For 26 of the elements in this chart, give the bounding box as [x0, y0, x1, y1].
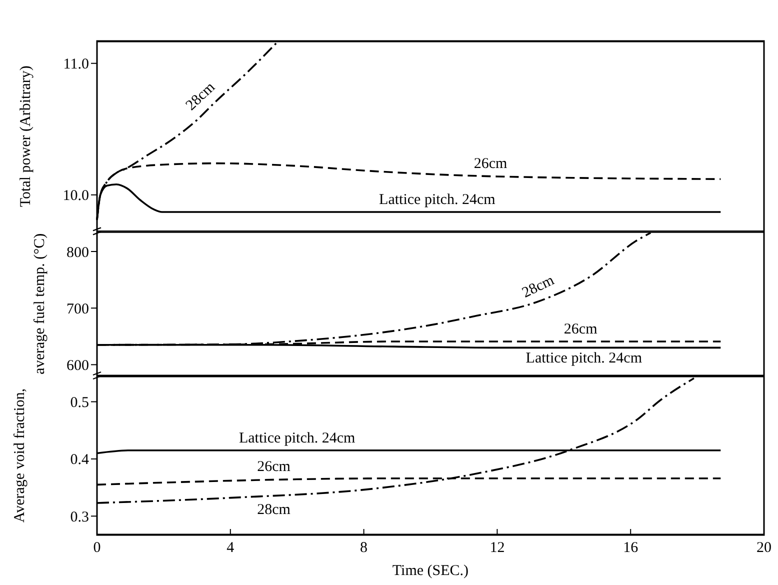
- series-label: Lattice pitch. 24cm: [526, 350, 642, 367]
- y-tick-label: 10.0: [62, 188, 89, 204]
- y-tick-label: 0.4: [70, 452, 90, 468]
- y-tick-label: 11.0: [63, 56, 89, 73]
- series-label: Lattice pitch. 24cm: [238, 430, 356, 446]
- y-axis-title: average fuel temp. (°C): [32, 233, 48, 374]
- x-tick-label: 8: [360, 540, 368, 556]
- x-axis-title: Time (SEC.): [392, 563, 469, 579]
- series-label: 28cm: [257, 502, 291, 518]
- y-tick-label: 700: [66, 301, 89, 318]
- y-axis-title: Average void fraction,: [12, 388, 28, 523]
- x-tick-label: 16: [623, 540, 639, 556]
- y-tick-label: 800: [66, 244, 89, 261]
- series-label: 26cm: [474, 156, 508, 172]
- x-tick-label: 0: [93, 540, 101, 556]
- series-label: Lattice pitch. 24cm: [379, 192, 496, 208]
- x-tick-label: 4: [226, 540, 235, 556]
- y-axis-title: Total power (Arbitrary): [18, 66, 34, 208]
- series-label: 26cm: [257, 458, 291, 475]
- y-tick-label: 0.3: [70, 509, 89, 526]
- y-tick-label: 0.5: [70, 394, 89, 411]
- x-tick-label: 12: [490, 540, 505, 556]
- series-label: 26cm: [564, 321, 598, 338]
- text: 28cm: [520, 272, 558, 302]
- y-tick-label: 600: [66, 358, 89, 374]
- x-tick-label: 20: [756, 540, 772, 556]
